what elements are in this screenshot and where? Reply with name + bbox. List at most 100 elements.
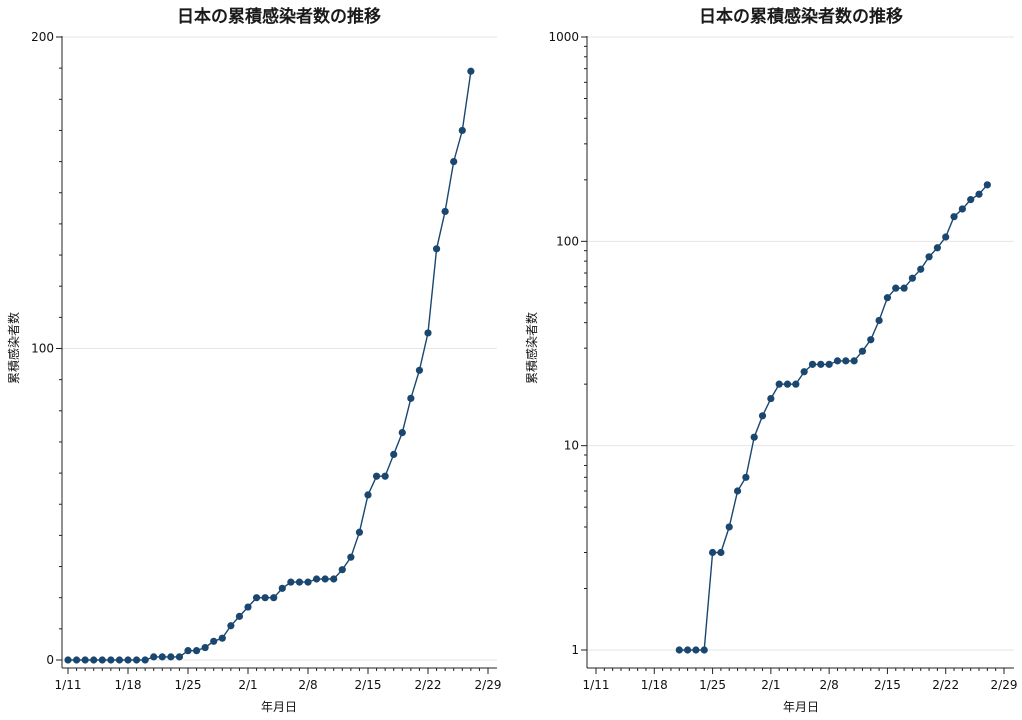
data-point bbox=[767, 394, 775, 403]
data-point bbox=[967, 196, 975, 204]
data-point bbox=[150, 653, 158, 661]
data-point bbox=[675, 646, 683, 654]
y-axis-label: 累積感染者数 bbox=[524, 312, 539, 384]
data-point bbox=[398, 429, 406, 437]
data-point bbox=[90, 656, 98, 664]
data-point bbox=[808, 360, 817, 368]
data-point bbox=[158, 653, 166, 661]
x-tick-label: 1/11 bbox=[55, 678, 82, 692]
data-point bbox=[733, 487, 742, 495]
data-point bbox=[141, 656, 149, 664]
x-tick-label: 2/1 bbox=[238, 678, 257, 692]
data-point bbox=[858, 347, 867, 355]
data-point bbox=[717, 548, 725, 557]
x-axis-label: 年月日 bbox=[783, 700, 819, 714]
data-point bbox=[338, 566, 346, 574]
data-point bbox=[201, 643, 209, 652]
chart-title: 日本の累積感染者数の推移 bbox=[177, 6, 381, 27]
x-tick-label: 2/8 bbox=[298, 678, 317, 692]
data-point bbox=[192, 647, 201, 655]
x-tick-label: 2/22 bbox=[932, 678, 959, 692]
series-line bbox=[679, 184, 988, 651]
chart-title: 日本の累積感染者数の推移 bbox=[699, 6, 903, 27]
data-point bbox=[958, 205, 966, 213]
x-tick-label: 2/1 bbox=[761, 678, 780, 692]
x-tick-label: 2/8 bbox=[819, 678, 838, 692]
data-point bbox=[210, 637, 218, 645]
y-tick-label: 10 bbox=[564, 439, 579, 453]
data-point bbox=[867, 336, 875, 344]
data-point bbox=[450, 158, 458, 166]
data-point bbox=[184, 647, 192, 655]
data-point bbox=[983, 181, 991, 189]
data-point bbox=[364, 491, 372, 499]
chart-panel-linear: 0 100 200 1/11 1/18 1/25 2/1 2/8 2/15 2/22 2/29 日本の… bbox=[6, 6, 501, 714]
data-point bbox=[783, 380, 792, 388]
chart-panel-log: 1 10 100 1000 1/11 1/18 1/25 2/1 2/8 2/15 2/22 2/29… bbox=[524, 6, 1017, 714]
data-point bbox=[287, 578, 295, 586]
data-point bbox=[908, 274, 917, 282]
data-point bbox=[124, 656, 132, 664]
data-point bbox=[742, 473, 750, 481]
data-point bbox=[942, 233, 950, 241]
data-point bbox=[458, 126, 466, 135]
x-tick-label: 2/22 bbox=[415, 678, 442, 692]
data-point bbox=[750, 433, 758, 441]
data-point bbox=[758, 412, 767, 420]
y-tick-label: 0 bbox=[46, 653, 54, 667]
data-point bbox=[917, 265, 925, 273]
data-point bbox=[261, 594, 269, 602]
data-point bbox=[98, 656, 106, 664]
data-point bbox=[775, 380, 783, 388]
data-point bbox=[244, 603, 252, 611]
data-point bbox=[833, 357, 842, 365]
data-point bbox=[817, 360, 825, 368]
data-point bbox=[842, 357, 850, 365]
data-point bbox=[800, 368, 808, 376]
data-point bbox=[312, 575, 321, 583]
data-point bbox=[72, 656, 81, 664]
x-tick-label: 1/11 bbox=[583, 678, 610, 692]
data-point bbox=[235, 612, 244, 620]
data-point bbox=[892, 284, 900, 292]
data-point bbox=[683, 646, 692, 654]
data-point bbox=[218, 634, 226, 642]
data-point bbox=[875, 316, 883, 325]
data-point bbox=[933, 244, 941, 252]
y-tick-label: 100 bbox=[31, 342, 54, 356]
data-point bbox=[295, 578, 304, 586]
data-point bbox=[278, 584, 286, 592]
data-point bbox=[441, 207, 449, 216]
data-point bbox=[321, 575, 329, 583]
data-point bbox=[415, 366, 424, 374]
series-line bbox=[68, 71, 472, 661]
data-point bbox=[432, 245, 441, 253]
data-point bbox=[950, 213, 958, 221]
data-point bbox=[900, 284, 908, 292]
y-axis-label: 累積感染者数 bbox=[6, 312, 21, 384]
y-tick-label: 100 bbox=[556, 234, 579, 248]
data-point bbox=[825, 360, 833, 368]
data-point bbox=[390, 450, 398, 459]
x-tick-label: 2/15 bbox=[355, 678, 382, 692]
y-tick-label: 200 bbox=[31, 30, 54, 44]
data-point bbox=[347, 553, 355, 561]
x-tick-label: 1/18 bbox=[641, 678, 668, 692]
data-point bbox=[692, 646, 700, 654]
data-point bbox=[167, 653, 175, 661]
x-tick-label: 1/18 bbox=[115, 678, 142, 692]
data-point bbox=[467, 67, 475, 75]
data-point bbox=[792, 380, 800, 388]
data-point bbox=[270, 594, 278, 602]
data-point bbox=[175, 653, 184, 661]
data-point bbox=[883, 294, 892, 302]
data-point bbox=[407, 394, 415, 402]
data-point bbox=[850, 357, 858, 365]
x-axis-label: 年月日 bbox=[261, 700, 297, 714]
data-point bbox=[132, 656, 141, 664]
y-tick-label: 1 bbox=[571, 643, 579, 657]
x-tick-label: 2/15 bbox=[874, 678, 901, 692]
data-point bbox=[372, 472, 381, 480]
